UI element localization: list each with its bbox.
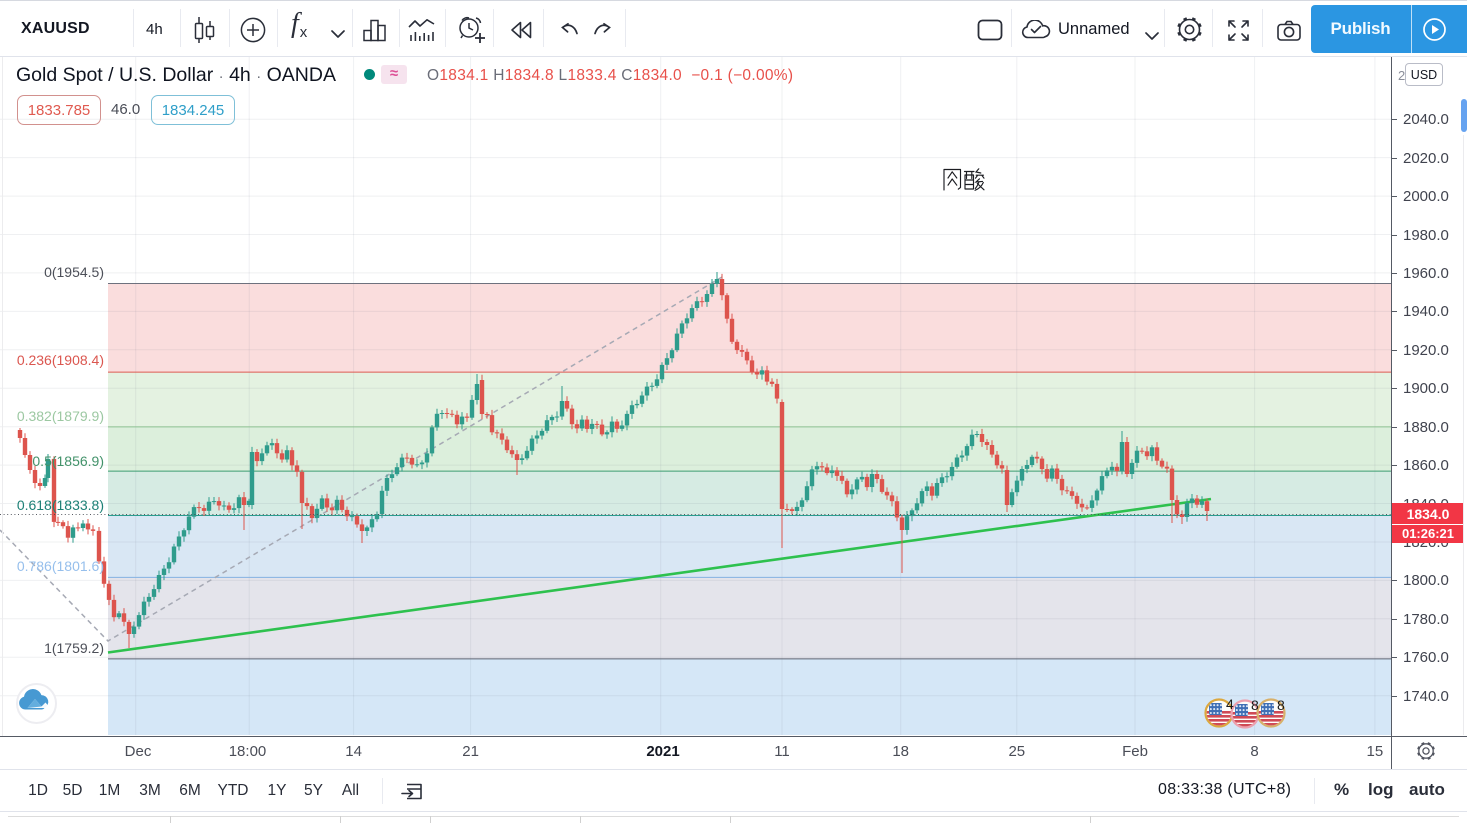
svg-text:4: 4 [1226,696,1234,712]
svg-text:8: 8 [1277,697,1285,713]
svg-text:8: 8 [1251,697,1259,713]
